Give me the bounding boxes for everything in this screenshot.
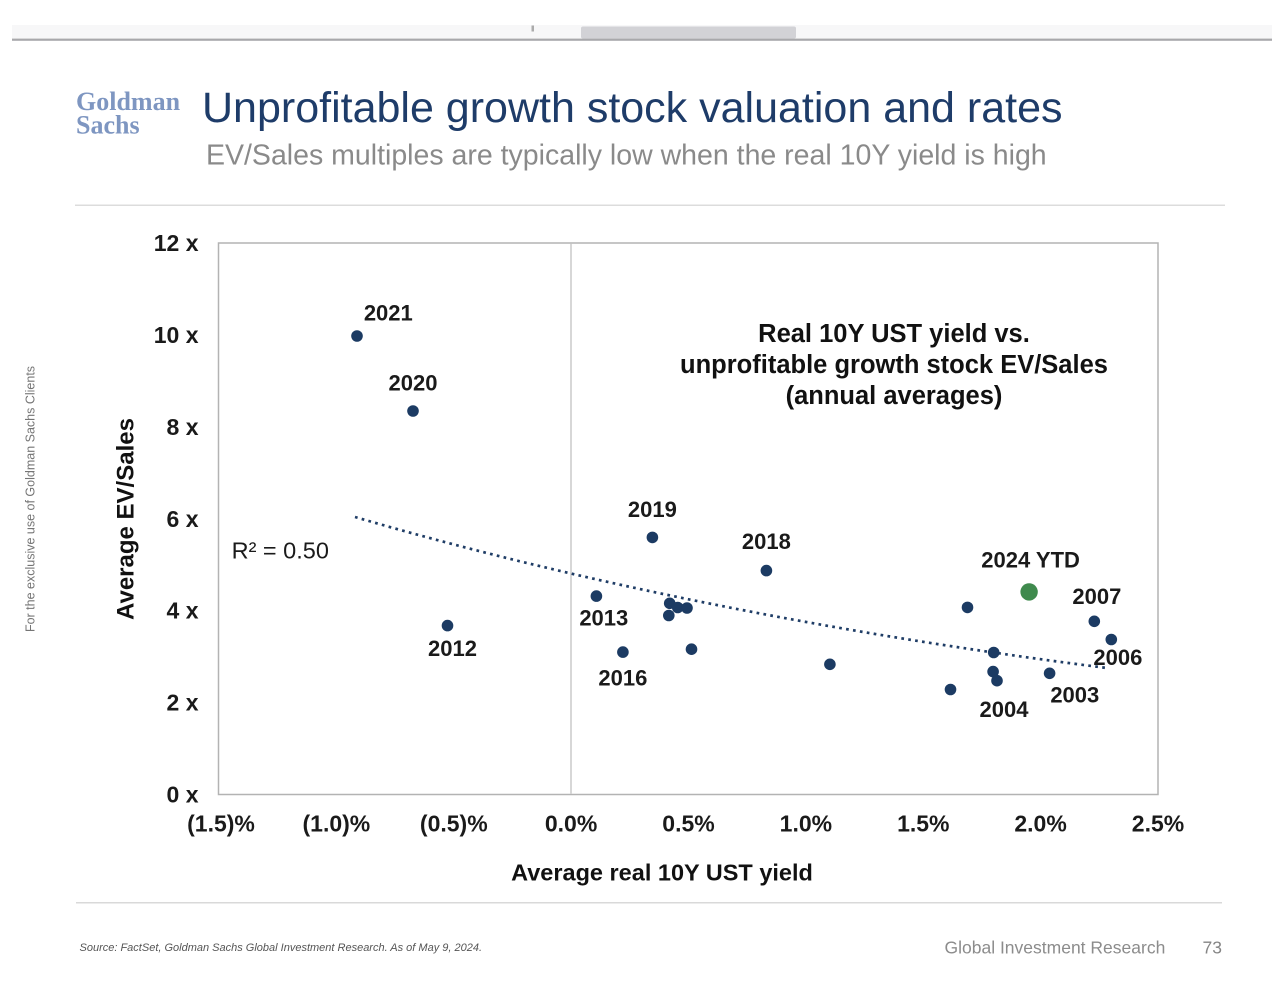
- svg-text:EV/Sales multiples are typical: EV/Sales multiples are typically low whe…: [206, 139, 1047, 171]
- svg-text:Average real 10Y UST yield: Average real 10Y UST yield: [511, 860, 813, 886]
- svg-text:Average EV/Sales: Average EV/Sales: [113, 418, 140, 620]
- svg-text:2 x: 2 x: [167, 690, 199, 716]
- svg-text:For the exclusive use of Goldm: For the exclusive use of Goldman Sachs C…: [24, 366, 38, 632]
- svg-text:(1.0)%: (1.0)%: [303, 811, 371, 837]
- svg-text:Unprofitable growth stock valu: Unprofitable growth stock valuation and …: [202, 84, 1062, 132]
- svg-text:2024 YTD: 2024 YTD: [981, 548, 1080, 573]
- svg-text:73: 73: [1203, 938, 1222, 958]
- svg-text:2013: 2013: [579, 606, 628, 631]
- svg-text:0.0%: 0.0%: [545, 811, 597, 837]
- svg-text:2012: 2012: [428, 636, 477, 661]
- svg-text:Global Investment Research: Global Investment Research: [945, 938, 1166, 958]
- svg-text:Source: FactSet, Goldman Sachs: Source: FactSet, Goldman Sachs Global In…: [80, 942, 483, 954]
- svg-text:2004: 2004: [980, 697, 1030, 722]
- svg-text:0.5%: 0.5%: [662, 811, 714, 837]
- svg-text:8 x: 8 x: [167, 414, 199, 440]
- svg-text:2007: 2007: [1072, 584, 1121, 609]
- svg-text:2020: 2020: [389, 371, 438, 396]
- svg-text:4 x: 4 x: [167, 598, 199, 624]
- svg-text:2021: 2021: [364, 301, 413, 326]
- svg-text:(1.5)%: (1.5)%: [187, 811, 255, 837]
- svg-text:2019: 2019: [628, 497, 677, 522]
- svg-text:Sachs: Sachs: [76, 111, 140, 140]
- svg-text:12 x: 12 x: [154, 230, 199, 256]
- svg-text:unprofitable growth stock EV/S: unprofitable growth stock EV/Sales: [680, 351, 1108, 379]
- svg-text:2.5%: 2.5%: [1132, 811, 1184, 837]
- svg-text:(0.5)%: (0.5)%: [420, 811, 488, 837]
- svg-text:2.0%: 2.0%: [1014, 811, 1066, 837]
- svg-text:2006: 2006: [1093, 645, 1142, 670]
- svg-text:Real 10Y UST yield vs.: Real 10Y UST yield vs.: [758, 320, 1030, 348]
- svg-text:(annual averages): (annual averages): [786, 382, 1003, 410]
- svg-text:R² = 0.50: R² = 0.50: [232, 537, 329, 563]
- svg-text:2018: 2018: [742, 529, 791, 554]
- svg-text:1.5%: 1.5%: [897, 811, 949, 837]
- svg-text:0 x: 0 x: [167, 782, 199, 808]
- svg-text:10 x: 10 x: [154, 322, 199, 348]
- svg-text:2003: 2003: [1050, 682, 1099, 707]
- svg-text:6 x: 6 x: [167, 506, 199, 532]
- svg-text:1.0%: 1.0%: [780, 811, 832, 837]
- svg-text:Goldman: Goldman: [76, 87, 181, 116]
- svg-text:2016: 2016: [598, 666, 647, 691]
